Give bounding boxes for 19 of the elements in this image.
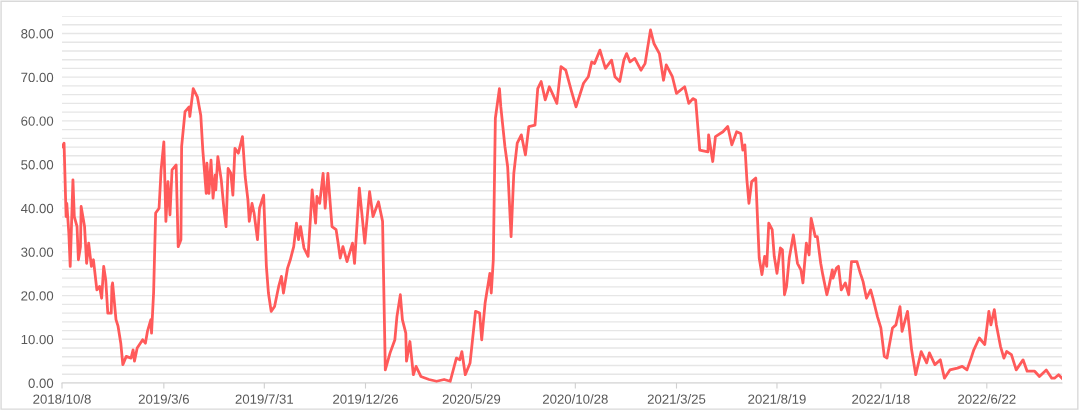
y-tick-label: 80.00	[21, 29, 54, 39]
y-tick-label: 60.00	[21, 116, 54, 126]
y-tick-label: 40.00	[20, 203, 54, 214]
x-tick-label: 2019/12/26	[333, 394, 398, 404]
x-tick-label: 2021/8/19	[748, 394, 806, 404]
y-tick-label: 70.00	[21, 72, 54, 83]
y-tick-label: 20.00	[21, 291, 54, 301]
x-tick-label: 2022/6/22	[958, 394, 1016, 404]
x-tick-label: 2019/3/6	[138, 394, 189, 404]
x-tick-label: 2020/10/28	[542, 394, 608, 404]
y-tick-label: 30.00	[21, 247, 54, 257]
x-tick-label: 2018/10/8	[33, 394, 91, 404]
x-tick-label: 2020/5/29	[442, 394, 501, 404]
y-tick-label: 0.00	[28, 378, 54, 388]
x-tick-label: 2021/3/25	[647, 394, 706, 404]
x-tick-label: 2022/1/18	[852, 394, 910, 404]
y-tick-label: 50.00	[21, 160, 54, 170]
y-tick-label: 10.00	[21, 334, 54, 345]
x-tick-label: 2019/7/31	[235, 394, 294, 404]
